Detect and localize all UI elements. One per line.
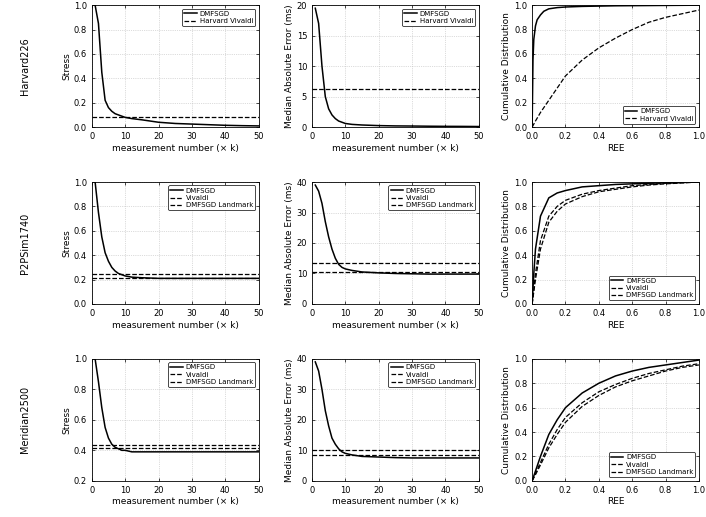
Y-axis label: Median Absolute Error (ms): Median Absolute Error (ms) <box>285 358 294 482</box>
Y-axis label: Median Absolute Error (ms): Median Absolute Error (ms) <box>285 181 294 305</box>
X-axis label: measurement number (× k): measurement number (× k) <box>332 497 459 507</box>
Legend: DMFSGD, Vivaldi, DMFSGD Landmark: DMFSGD, Vivaldi, DMFSGD Landmark <box>388 362 475 387</box>
X-axis label: REE: REE <box>606 144 624 153</box>
Y-axis label: Stress: Stress <box>62 406 71 434</box>
Legend: DMFSGD, Harvard Vivaldi: DMFSGD, Harvard Vivaldi <box>623 106 695 124</box>
X-axis label: measurement number (× k): measurement number (× k) <box>112 497 239 507</box>
Y-axis label: Cumulative Distribution: Cumulative Distribution <box>502 189 511 297</box>
Text: Meridian2500: Meridian2500 <box>20 386 30 453</box>
Legend: DMFSGD, Vivaldi, DMFSGD Landmark: DMFSGD, Vivaldi, DMFSGD Landmark <box>609 452 695 477</box>
X-axis label: REE: REE <box>606 497 624 507</box>
Y-axis label: Cumulative Distribution: Cumulative Distribution <box>502 366 511 474</box>
Y-axis label: Median Absolute Error (ms): Median Absolute Error (ms) <box>285 4 294 128</box>
Y-axis label: Stress: Stress <box>62 229 71 257</box>
Y-axis label: Stress: Stress <box>62 52 71 80</box>
Y-axis label: Cumulative Distribution: Cumulative Distribution <box>502 12 511 120</box>
X-axis label: measurement number (× k): measurement number (× k) <box>332 321 459 330</box>
Legend: DMFSGD, Vivaldi, DMFSGD Landmark: DMFSGD, Vivaldi, DMFSGD Landmark <box>168 362 255 387</box>
X-axis label: measurement number (× k): measurement number (× k) <box>112 321 239 330</box>
X-axis label: measurement number (× k): measurement number (× k) <box>332 144 459 153</box>
Text: Harvard226: Harvard226 <box>20 37 30 95</box>
Legend: DMFSGD, Vivaldi, DMFSGD Landmark: DMFSGD, Vivaldi, DMFSGD Landmark <box>609 276 695 300</box>
X-axis label: measurement number (× k): measurement number (× k) <box>112 144 239 153</box>
Legend: DMFSGD, Vivaldi, DMFSGD Landmark: DMFSGD, Vivaldi, DMFSGD Landmark <box>388 186 475 210</box>
Legend: DMFSGD, Harvard Vivaldi: DMFSGD, Harvard Vivaldi <box>402 9 475 26</box>
Legend: DMFSGD, Vivaldi, DMFSGD Landmark: DMFSGD, Vivaldi, DMFSGD Landmark <box>168 186 255 210</box>
Legend: DMFSGD, Harvard Vivaldi: DMFSGD, Harvard Vivaldi <box>182 9 255 26</box>
X-axis label: REE: REE <box>606 321 624 330</box>
Text: P2PSim1740: P2PSim1740 <box>20 212 30 273</box>
